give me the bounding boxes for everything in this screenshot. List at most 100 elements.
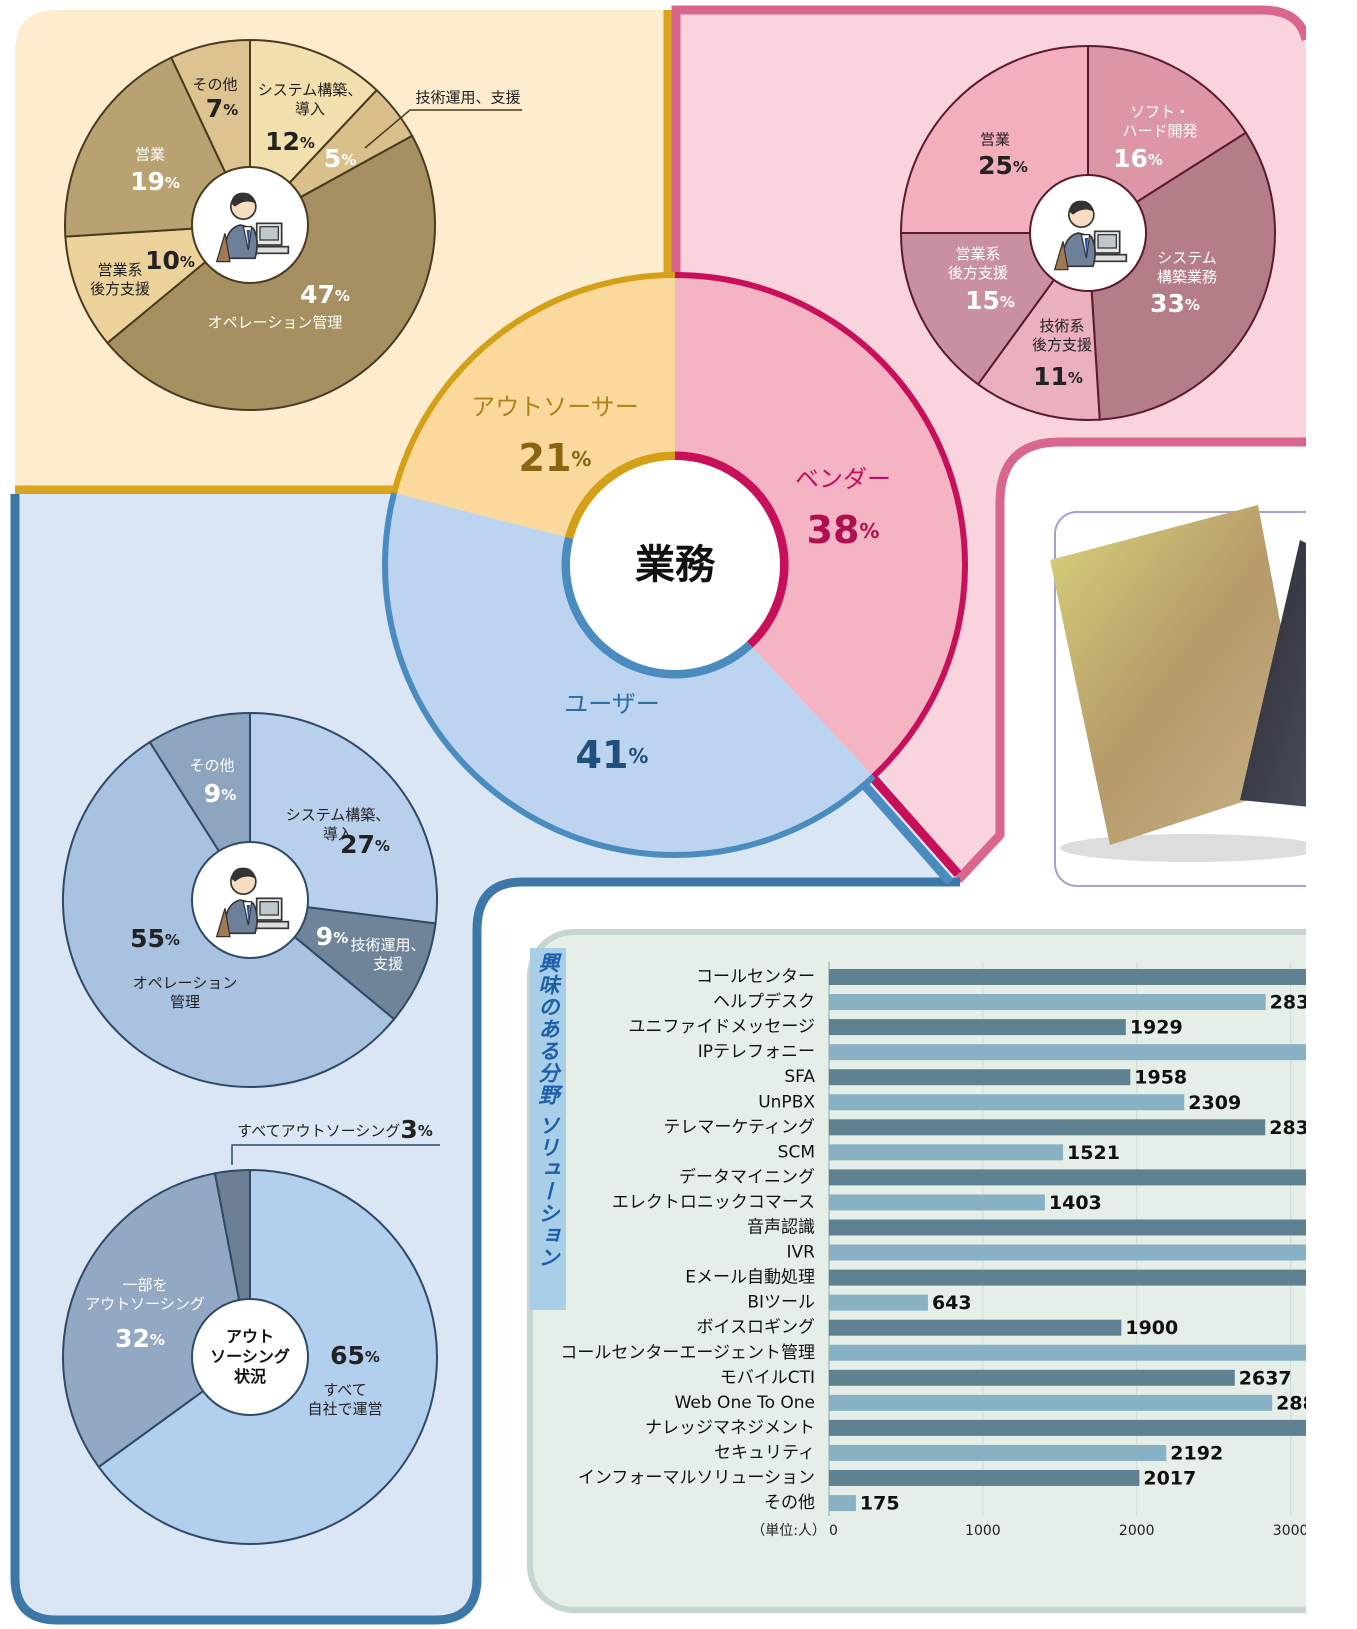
unit: % <box>341 151 356 169</box>
donut-strip <box>864 769 962 877</box>
slice-edge <box>561 536 753 679</box>
slice-label: 技術運用、支援 <box>415 89 520 107</box>
chart-title: 業務 <box>635 542 716 588</box>
unit: % <box>335 287 350 305</box>
slice-label: ソフト・ハード開発 <box>1122 103 1197 140</box>
value-label: 11% <box>1033 362 1083 391</box>
y-tick-label: モバイルCTI <box>720 1368 815 1388</box>
chart-title: 興味のある分野 ソリューション <box>535 952 561 1268</box>
y-tick-label: ボイスロギング <box>697 1318 816 1338</box>
slice-label: システム構築、導入 <box>286 806 391 843</box>
y-tick-label: Eメール自動処理 <box>685 1268 815 1288</box>
slice-label: 営業系後方支援 <box>90 261 150 298</box>
title-box <box>530 948 566 1310</box>
unit: % <box>1185 296 1200 314</box>
leader-line <box>231 1144 440 1165</box>
bar <box>829 1244 1306 1261</box>
bar <box>829 1044 1306 1061</box>
y-tick-label: セキュリティ <box>714 1443 815 1463</box>
pie-center <box>191 841 309 959</box>
bar <box>829 1369 1235 1386</box>
unit: % <box>165 174 180 192</box>
slice-label: すべて自社で運営 <box>307 1381 382 1418</box>
value: 10 <box>145 246 180 275</box>
donut-strip <box>856 777 954 885</box>
y-tick-label: データマイニング <box>679 1166 815 1187</box>
value-label: 9% <box>204 779 236 808</box>
value-label: 9% <box>316 922 348 951</box>
x-tick-label: 2000 <box>1119 1523 1155 1539</box>
category: すべてアウトソーシング <box>237 1122 400 1140</box>
data-label: 2838 <box>1270 992 1323 1014</box>
slice-label: 営業 <box>135 146 165 164</box>
y-tick-label: ユニファイドメッセージ <box>628 1017 815 1037</box>
unit: % <box>1068 369 1083 387</box>
y-tick-label: ナレッジマネジメント <box>645 1418 815 1438</box>
pie-slice <box>62 1172 252 1469</box>
value: 9 <box>316 922 333 951</box>
value: 55 <box>130 924 165 953</box>
pie-slice <box>899 44 1089 234</box>
value-label: 15% <box>965 286 1015 315</box>
y-tick-label: UnPBX <box>758 1092 815 1112</box>
donut-slice <box>675 275 965 777</box>
bar <box>829 1119 1266 1136</box>
value: 38 <box>807 508 860 552</box>
bar <box>829 1419 1306 1436</box>
value: 65 <box>330 1341 365 1370</box>
x-tick-label: 3000 <box>1273 1523 1309 1539</box>
unit: % <box>1000 293 1015 311</box>
y-tick-label: IPテレフォニー <box>698 1042 815 1062</box>
bar <box>829 1319 1122 1336</box>
unit: % <box>365 1348 380 1366</box>
bar <box>829 1269 1306 1286</box>
y-tick-label: テレマーケティング <box>663 1117 815 1137</box>
bar <box>829 1344 1306 1361</box>
unit: % <box>221 786 236 804</box>
value: 27 <box>340 830 375 859</box>
slice-label: 一部をアウトソーシング <box>85 1276 205 1313</box>
value: 25 <box>978 151 1013 180</box>
data-label: 175 <box>860 1493 900 1515</box>
y-tick-label: BIツール <box>747 1293 815 1313</box>
pie-title: アウトソーシング状況 <box>210 1327 290 1386</box>
data-label: 1900 <box>1125 1317 1178 1339</box>
slice-label: アウトソーサー <box>471 393 639 421</box>
unit: % <box>628 744 648 768</box>
data-label: 1403 <box>1049 1192 1102 1214</box>
value: 5 <box>324 144 341 173</box>
donut-hole <box>570 460 780 670</box>
value: 33 <box>1150 289 1185 318</box>
data-label: 3300 <box>1341 1267 1357 1289</box>
slice-label: ユーザー <box>564 690 660 718</box>
magazine-shadow <box>1060 834 1306 862</box>
data-label: 3200 <box>1325 1342 1357 1364</box>
y-tick-label: Web One To One <box>675 1393 815 1413</box>
unit: % <box>418 1122 433 1140</box>
value: 15 <box>965 286 1000 315</box>
data-label: 2309 <box>1188 1092 1241 1114</box>
unit: % <box>165 931 180 949</box>
value-label: 38% <box>807 508 880 552</box>
data-label: 1929 <box>1130 1017 1183 1039</box>
y-tick-label: IVR <box>787 1243 816 1263</box>
y-tick-label: 音声認識 <box>747 1218 815 1238</box>
value-label: 27% <box>340 830 390 859</box>
unit: % <box>375 837 390 855</box>
y-tick-label: SCM <box>778 1142 815 1162</box>
value: 11 <box>1033 362 1068 391</box>
slice-label: 技術運用、支援 <box>350 936 425 973</box>
value-label: 10% <box>145 246 195 275</box>
value-label: 16% <box>1113 144 1163 173</box>
bar <box>829 1495 856 1512</box>
unit: % <box>180 253 195 271</box>
x-tick-label: 1000 <box>965 1523 1001 1539</box>
bar <box>829 1094 1185 1111</box>
slice-label: 営業 <box>980 131 1010 149</box>
data-label: 2880 <box>1276 1392 1329 1414</box>
slice-edge <box>565 451 676 540</box>
slice-label: システム構築、導入 <box>258 81 363 118</box>
y-tick-label: コールセンター <box>696 967 815 987</box>
y-tick-label: ヘルプデスク <box>713 991 815 1012</box>
